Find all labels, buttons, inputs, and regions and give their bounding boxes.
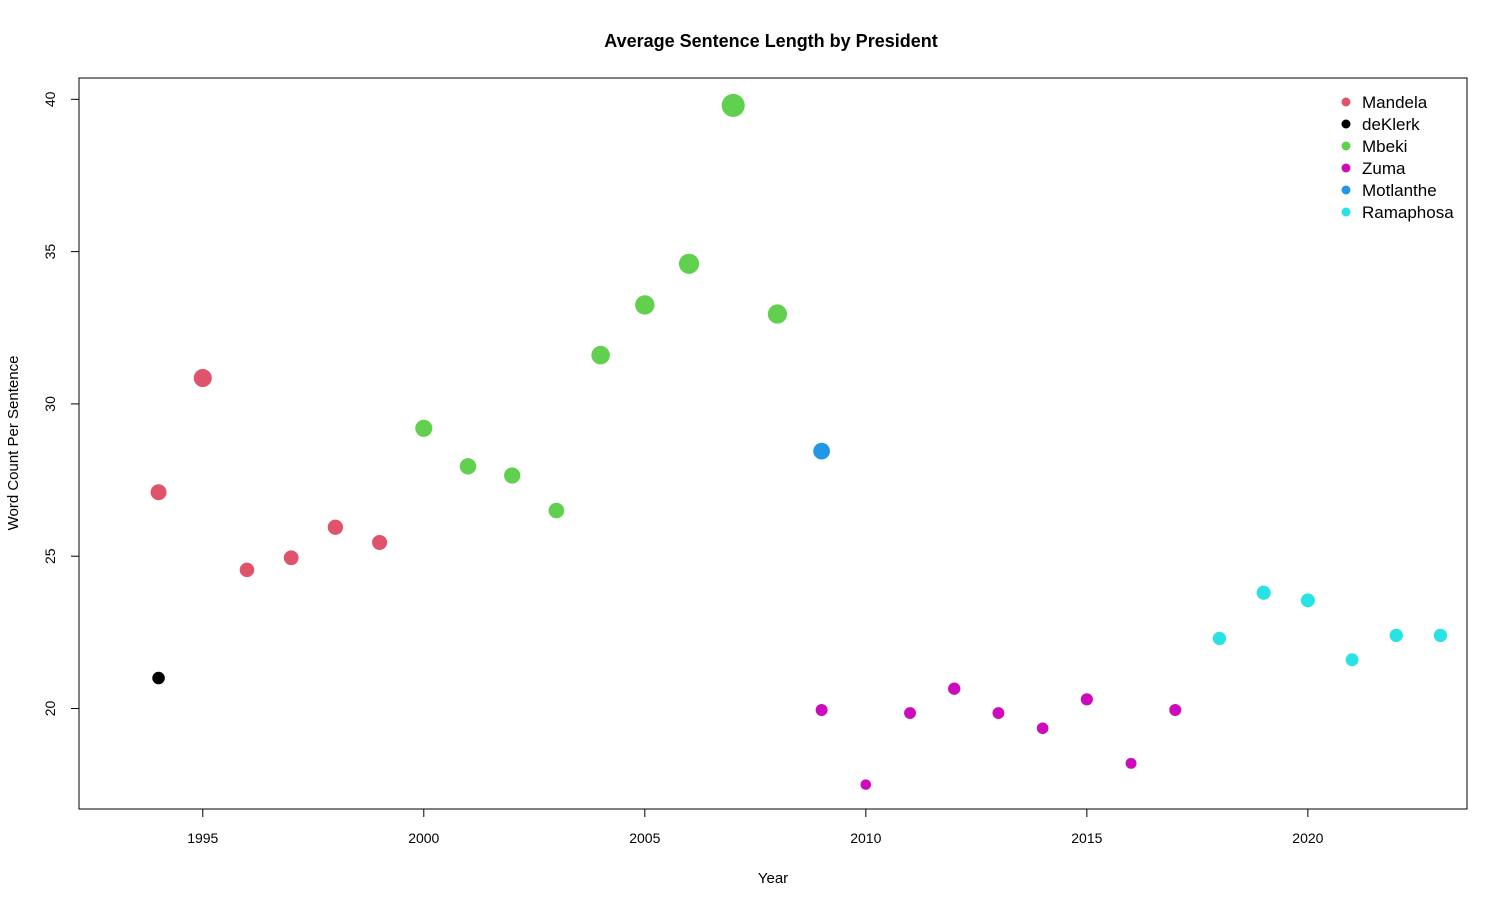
data-point (193, 368, 212, 388)
x-axis: 1995 2000 2005 2010 2015 2020 (187, 808, 1324, 846)
chart-title: Average Sentence Length by President (604, 31, 937, 51)
data-point (1433, 628, 1448, 643)
data-point (992, 707, 1005, 720)
data-point (678, 253, 700, 274)
data-point (150, 484, 167, 501)
data-point (1169, 704, 1182, 716)
y-axis-label: Word Count Per Sentence (5, 356, 22, 531)
data-point (327, 519, 344, 535)
data-points (150, 93, 1448, 790)
legend-label: Mbeki (1362, 137, 1407, 156)
x-tick-label: 2005 (629, 830, 660, 846)
data-point (767, 304, 788, 324)
y-tick-label: 20 (42, 700, 58, 716)
data-point (459, 458, 477, 475)
legend-label: Zuma (1362, 159, 1406, 178)
x-tick-label: 2020 (1292, 830, 1323, 846)
legend: Mandela deKlerk Mbeki Zuma Motlanthe Ramaphos… (1341, 93, 1454, 222)
data-point (591, 345, 610, 365)
legend-marker (1341, 185, 1351, 195)
data-point (1036, 722, 1049, 735)
data-point (1256, 585, 1271, 600)
data-point (904, 707, 916, 720)
data-point (1125, 757, 1137, 769)
x-axis-label: Year (758, 870, 788, 887)
legend-label: Ramaphosa (1362, 203, 1454, 222)
data-point (239, 562, 255, 578)
data-point (1300, 593, 1315, 608)
data-point (815, 704, 828, 716)
x-tick-label: 2000 (408, 830, 439, 846)
data-point (415, 419, 433, 437)
legend-label: Motlanthe (1362, 181, 1437, 200)
x-tick-label: 1995 (187, 830, 218, 846)
data-point (152, 671, 165, 685)
legend-marker (1341, 163, 1351, 173)
data-point (283, 550, 299, 566)
legend-marker (1341, 119, 1351, 129)
x-tick-label: 2015 (1071, 830, 1102, 846)
y-tick-label: 25 (42, 548, 58, 564)
legend-marker (1341, 141, 1351, 151)
data-point (372, 534, 388, 551)
y-tick-label: 35 (42, 244, 58, 260)
y-tick-label: 40 (42, 91, 58, 107)
data-point (1212, 631, 1227, 646)
data-point (948, 682, 961, 695)
y-tick-label: 30 (42, 396, 58, 412)
legend-label: Mandela (1362, 93, 1428, 112)
data-point (635, 295, 655, 315)
data-point (548, 502, 565, 519)
data-point (721, 93, 745, 117)
data-point (860, 779, 872, 790)
data-point (1080, 693, 1093, 706)
plot-frame (78, 77, 1468, 810)
data-point (1345, 653, 1359, 667)
legend-label: deKlerk (1362, 115, 1420, 134)
data-point (504, 467, 521, 484)
data-point (1389, 628, 1403, 643)
x-tick-label: 2010 (850, 830, 881, 846)
data-point (813, 442, 830, 460)
legend-marker (1341, 207, 1351, 217)
y-axis: 20 25 30 35 40 (42, 91, 80, 716)
legend-marker (1341, 97, 1351, 107)
